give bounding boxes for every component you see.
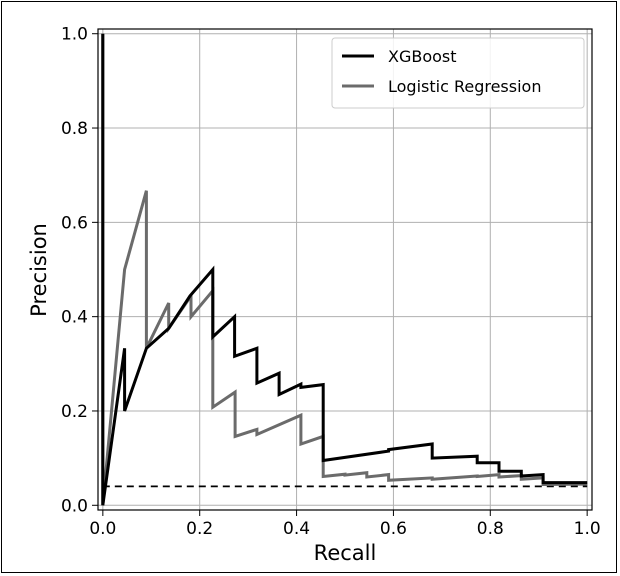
- legend-label: XGBoost: [388, 47, 457, 66]
- x-tick-label: 0.4: [283, 519, 310, 539]
- x-tick-label: 0.6: [380, 519, 407, 539]
- y-tick-label: 0.4: [61, 308, 88, 328]
- y-tick-label: 0.2: [61, 402, 88, 422]
- series-layer: [101, 33, 588, 506]
- plot-border: [97, 28, 593, 511]
- plot-background: [98, 29, 592, 510]
- y-tick-label: 0.6: [61, 213, 88, 233]
- series-line-xgboost: [101, 33, 588, 506]
- y-tick-label: 0.0: [61, 496, 88, 516]
- x-tick-label: 0.0: [89, 519, 116, 539]
- legend: XGBoost Logistic Regression: [331, 37, 585, 109]
- y-tick-label: 1.0: [61, 25, 88, 45]
- y-tick-label: 0.8: [61, 119, 88, 139]
- y-axis-title: Precision: [27, 223, 51, 317]
- x-tick-label: 0.8: [477, 519, 504, 539]
- x-axis-title: Recall: [314, 541, 377, 565]
- legend-label: Logistic Regression: [388, 77, 541, 96]
- legend-box: [331, 37, 585, 109]
- ticks: 0.0 0.2 0.4 0.6 0.8 1.0 0.0 0.2 0.4 0.6 0.8 1.0: [61, 25, 601, 539]
- x-tick-label: 0.2: [186, 519, 213, 539]
- x-tick-label: 1.0: [574, 519, 601, 539]
